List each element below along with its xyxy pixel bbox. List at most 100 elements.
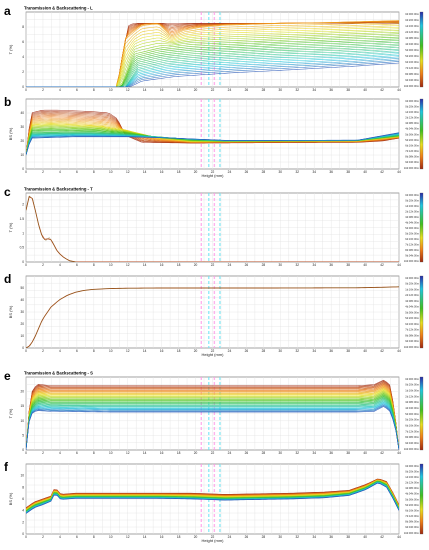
series-line [26, 397, 399, 450]
series-line [26, 405, 399, 450]
series-line [26, 33, 399, 87]
y-tick-label: 2 [22, 203, 24, 207]
x-tick-label: 18 [177, 535, 181, 539]
x-tick-label: 40 [363, 535, 367, 539]
y-tick-label: 0 [22, 532, 24, 536]
x-tick-label: 0 [25, 263, 27, 267]
series-line [26, 385, 399, 450]
x-tick-label: 30 [279, 170, 283, 174]
color-scale-bar [419, 275, 424, 349]
color-scale-bar [419, 11, 424, 88]
x-tick-label: 16 [160, 170, 164, 174]
x-tick-label: 36 [329, 535, 333, 539]
x-tick-label: 8 [93, 170, 95, 174]
x-tick-label: 8 [93, 349, 95, 353]
x-tick-label: 30 [279, 88, 283, 92]
legend-entry: 1d:16h:00m [405, 475, 419, 479]
series-line [26, 401, 399, 450]
y-tick-label: 10 [20, 419, 24, 423]
y-axis-label: BS (%) [8, 492, 13, 505]
legend-entry: 0d:20h:00m [405, 198, 419, 202]
legend-entry: 0d:20h:00m [405, 383, 419, 387]
x-tick-label: 0 [25, 451, 27, 455]
y-tick-label: 0.5 [20, 246, 25, 250]
y-tick-label: 30 [20, 125, 24, 129]
x-tick-label: 38 [346, 349, 350, 353]
legend-entry: 9d:04h:00m [405, 525, 419, 529]
panels-layer: a Transmission & Backscattering - L0 2 4 6 8 1… [4, 4, 424, 543]
y-axis-label: T (%) [8, 408, 13, 418]
y-tick-label: 0 [22, 260, 24, 264]
legend-entry: 7d:12h:00m [405, 242, 419, 246]
x-tick-label: 44 [397, 535, 401, 539]
x-tick-label: 28 [262, 451, 266, 455]
panel-b: b0 2 4 6 8 10 12 14 16 18 20 22 24 26 28 30 32 34 36 38 40 42… [4, 95, 424, 178]
x-tick-label: 18 [177, 88, 181, 92]
legend-entry: 3d:08h:00m [405, 299, 419, 303]
series-line [26, 406, 399, 450]
series-line [26, 28, 399, 87]
x-tick-label: 22 [211, 349, 215, 353]
x-tick-label: 6 [76, 349, 78, 353]
series-line [26, 50, 399, 87]
x-tick-label: 20 [194, 170, 198, 174]
x-tick-label: 34 [312, 349, 316, 353]
x-axis-label: Height (mm) [201, 173, 224, 178]
series-line-overlay [26, 286, 399, 348]
series-line [26, 386, 399, 450]
x-tick-label: 36 [329, 170, 333, 174]
x-tick-label: 30 [279, 349, 283, 353]
x-tick-label: 6 [76, 535, 78, 539]
x-tick-label: 28 [262, 349, 266, 353]
legend-entry: 10d:00h:00m [404, 531, 419, 535]
x-tick-label: 14 [143, 535, 147, 539]
legend-entry: 9d:04h:00m [405, 253, 419, 257]
y-tick-label: 2 [22, 70, 24, 74]
y-tick-label: 2 [22, 520, 24, 524]
legend-entry: 10d:00h:00m [404, 84, 419, 88]
legend-entry: 6d:16h:00m [405, 237, 419, 241]
series-line [26, 400, 399, 450]
y-tick-label: 5 [22, 433, 24, 437]
x-tick-label: 8 [93, 535, 95, 539]
x-tick-label: 8 [93, 88, 95, 92]
x-tick-label: 2 [42, 451, 44, 455]
series-line [26, 389, 399, 450]
series-line [26, 397, 399, 450]
x-tick-label: 28 [262, 263, 266, 267]
x-tick-label: 6 [76, 170, 78, 174]
legend-entry: 5d:00h:00m [405, 226, 419, 230]
series-line [26, 59, 399, 87]
x-tick-label: 4 [59, 349, 61, 353]
series-line [26, 30, 399, 87]
x-tick-label: 14 [143, 263, 147, 267]
x-tick-label: 40 [363, 263, 367, 267]
color-scale-bar [419, 463, 424, 535]
legend-entry: 5d:20h:00m [405, 231, 419, 235]
x-tick-label: 0 [25, 170, 27, 174]
x-tick-label: 20 [194, 349, 198, 353]
series-line [26, 395, 399, 450]
x-tick-label: 4 [59, 170, 61, 174]
series-line [26, 55, 399, 87]
legend-entry: 8d:08h:00m [405, 248, 419, 252]
x-tick-label: 44 [397, 349, 401, 353]
series-lines [26, 109, 399, 156]
legend-entry: 5d:00h:00m [405, 412, 419, 416]
x-tick-label: 36 [329, 451, 333, 455]
x-tick-label: 28 [262, 535, 266, 539]
x-tick-label: 20 [194, 88, 198, 92]
x-tick-label: 14 [143, 451, 147, 455]
x-tick-label: 34 [312, 88, 316, 92]
series-line [26, 402, 399, 450]
legend-entry: 4d:04h:00m [405, 406, 419, 410]
series-line [26, 62, 399, 87]
series-line [26, 31, 399, 87]
x-tick-label: 16 [160, 349, 164, 353]
series-line [26, 47, 399, 87]
legend-entry: 7d:12h:00m [405, 66, 419, 70]
x-tick-label: 8 [93, 263, 95, 267]
legend-entry: 5d:00h:00m [405, 132, 419, 136]
y-tick-label: 10 [20, 334, 24, 338]
legend-entry: 0d:00h:00m [405, 12, 419, 16]
